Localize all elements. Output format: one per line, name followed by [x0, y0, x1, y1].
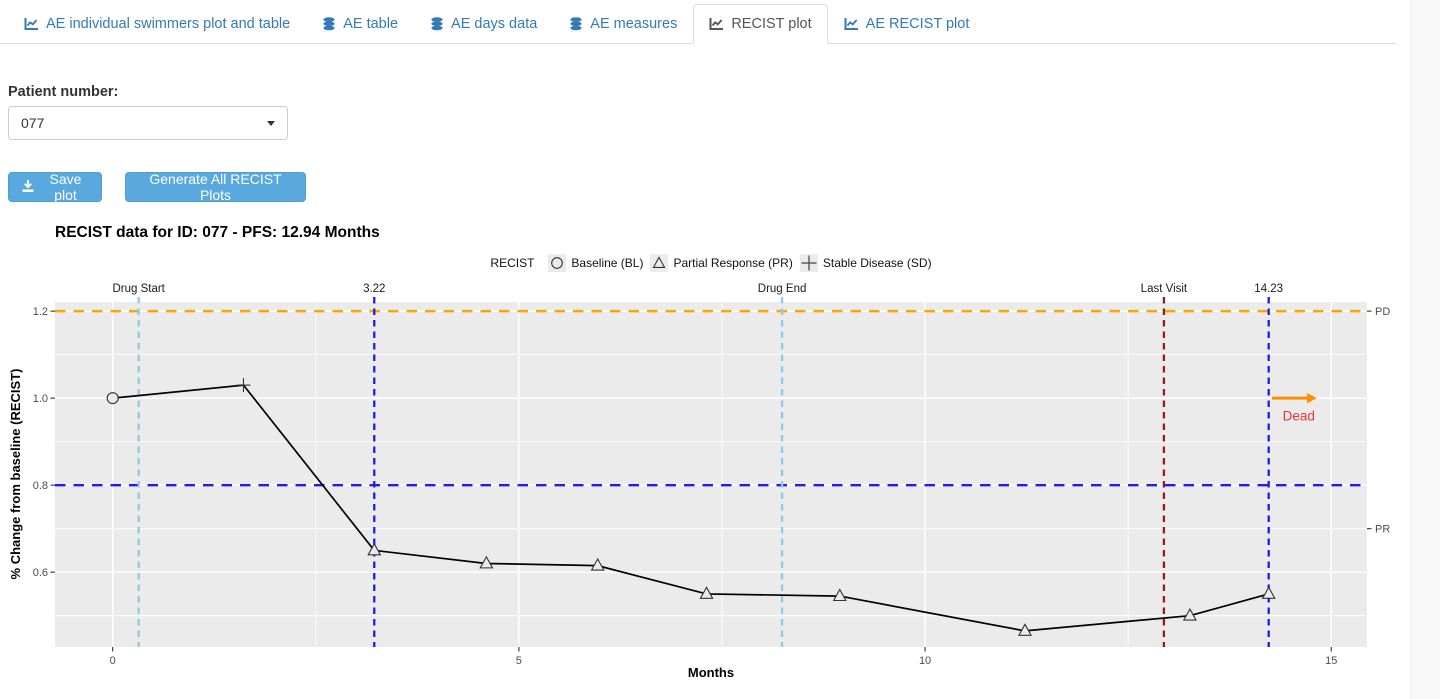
download-icon	[21, 179, 35, 196]
legend-item-partial-response: Partial Response (PR)	[650, 254, 793, 272]
chart-line-icon	[709, 17, 724, 31]
x-tick-label: 5	[516, 655, 522, 667]
generate-all-label: Generate All RECIST Plots	[149, 171, 282, 203]
x-axis-title: Months	[688, 665, 734, 680]
event-label: Drug Start	[112, 283, 165, 295]
x-tick-label: 0	[110, 655, 116, 667]
baseline-point	[106, 392, 119, 405]
legend-title: RECIST	[490, 256, 535, 270]
y-tick-label: 1.0	[33, 393, 48, 405]
plot-legend: RECIST Baseline (BL) Partial Response (P…	[55, 252, 1367, 274]
y-axis-title: % Change from baseline (RECIST)	[8, 369, 23, 580]
plus-marker-icon	[799, 254, 818, 272]
y-tick-label: 0.6	[33, 567, 48, 579]
tab-label: AE RECIST plot	[865, 16, 970, 32]
patient-number-value: 077	[21, 115, 45, 131]
chart-line-icon	[844, 17, 859, 31]
partial-response-point	[590, 557, 605, 571]
tab-label: AE measures	[590, 16, 678, 32]
plot-title: RECIST data for ID: 077 - PFS: 12.94 Mon…	[55, 224, 380, 241]
patient-number-select[interactable]: 077	[8, 106, 288, 140]
x-tick-label: 15	[1325, 655, 1337, 667]
dead-annotation: Dead	[1283, 408, 1315, 423]
plot-panel	[55, 302, 1367, 647]
recist-data-line	[112, 384, 1269, 632]
legend-item-baseline: Baseline (BL)	[548, 254, 643, 272]
tab-ae-days-data[interactable]: AE days data	[414, 4, 553, 44]
event-label: Drug End	[758, 283, 807, 295]
tab-ae-recist-plot[interactable]: AE RECIST plot	[828, 4, 986, 44]
tab-bar: AE individual swimmers plot and table AE…	[0, 0, 1397, 44]
tab-label: AE individual swimmers plot and table	[46, 16, 291, 32]
database-icon	[430, 17, 444, 31]
chevron-down-icon	[267, 120, 275, 126]
partial-response-point	[367, 542, 382, 556]
event-label: 14.23	[1254, 283, 1283, 295]
triangle-marker-icon	[650, 254, 669, 272]
tab-label: AE days data	[451, 16, 538, 32]
tab-ae-individual-swimmers[interactable]: AE individual swimmers plot and table	[8, 4, 306, 44]
right-axis-label: PR	[1375, 524, 1390, 536]
generate-all-recist-plots-button[interactable]: Generate All RECIST Plots	[125, 171, 306, 203]
tab-recist-plot[interactable]: RECIST plot	[693, 4, 828, 44]
y-tick-label: 0.8	[33, 480, 48, 492]
legend-label: Partial Response (PR)	[673, 256, 793, 270]
partial-response-point	[699, 586, 714, 599]
partial-response-point	[1182, 607, 1197, 621]
recist-plot: 0 5 10 15 0.6 0.8 1.0 1.2 Drug Start 3.22 Drug End…	[8, 283, 1390, 680]
chart-line-icon	[24, 17, 39, 31]
database-icon	[569, 17, 583, 31]
right-axis-label: PD	[1375, 306, 1390, 318]
tab-label: AE table	[343, 16, 399, 32]
legend-item-stable-disease: Stable Disease (SD)	[799, 254, 932, 272]
event-label: 3.22	[363, 283, 385, 295]
y-tick-label: 1.2	[33, 306, 48, 318]
right-gutter	[1410, 0, 1440, 699]
event-label: Last Visit	[1141, 283, 1188, 295]
legend-label: Stable Disease (SD)	[822, 256, 932, 270]
tab-label: RECIST plot	[731, 16, 812, 32]
save-plot-button[interactable]: Save plot	[8, 171, 102, 203]
partial-response-point	[832, 588, 847, 602]
legend-label: Baseline (BL)	[571, 256, 644, 270]
partial-response-point	[1017, 623, 1033, 636]
save-plot-label: Save plot	[49, 171, 82, 203]
partial-response-point	[1261, 586, 1276, 599]
tab-ae-measures[interactable]: AE measures	[553, 4, 693, 44]
x-tick-label: 10	[919, 655, 931, 667]
dead-arrow-icon	[1307, 392, 1317, 404]
tab-ae-table[interactable]: AE table	[306, 4, 414, 44]
database-icon	[322, 17, 336, 31]
partial-response-point	[479, 555, 494, 569]
patient-number-label: Patient number:	[8, 84, 119, 100]
circle-marker-icon	[548, 254, 567, 272]
